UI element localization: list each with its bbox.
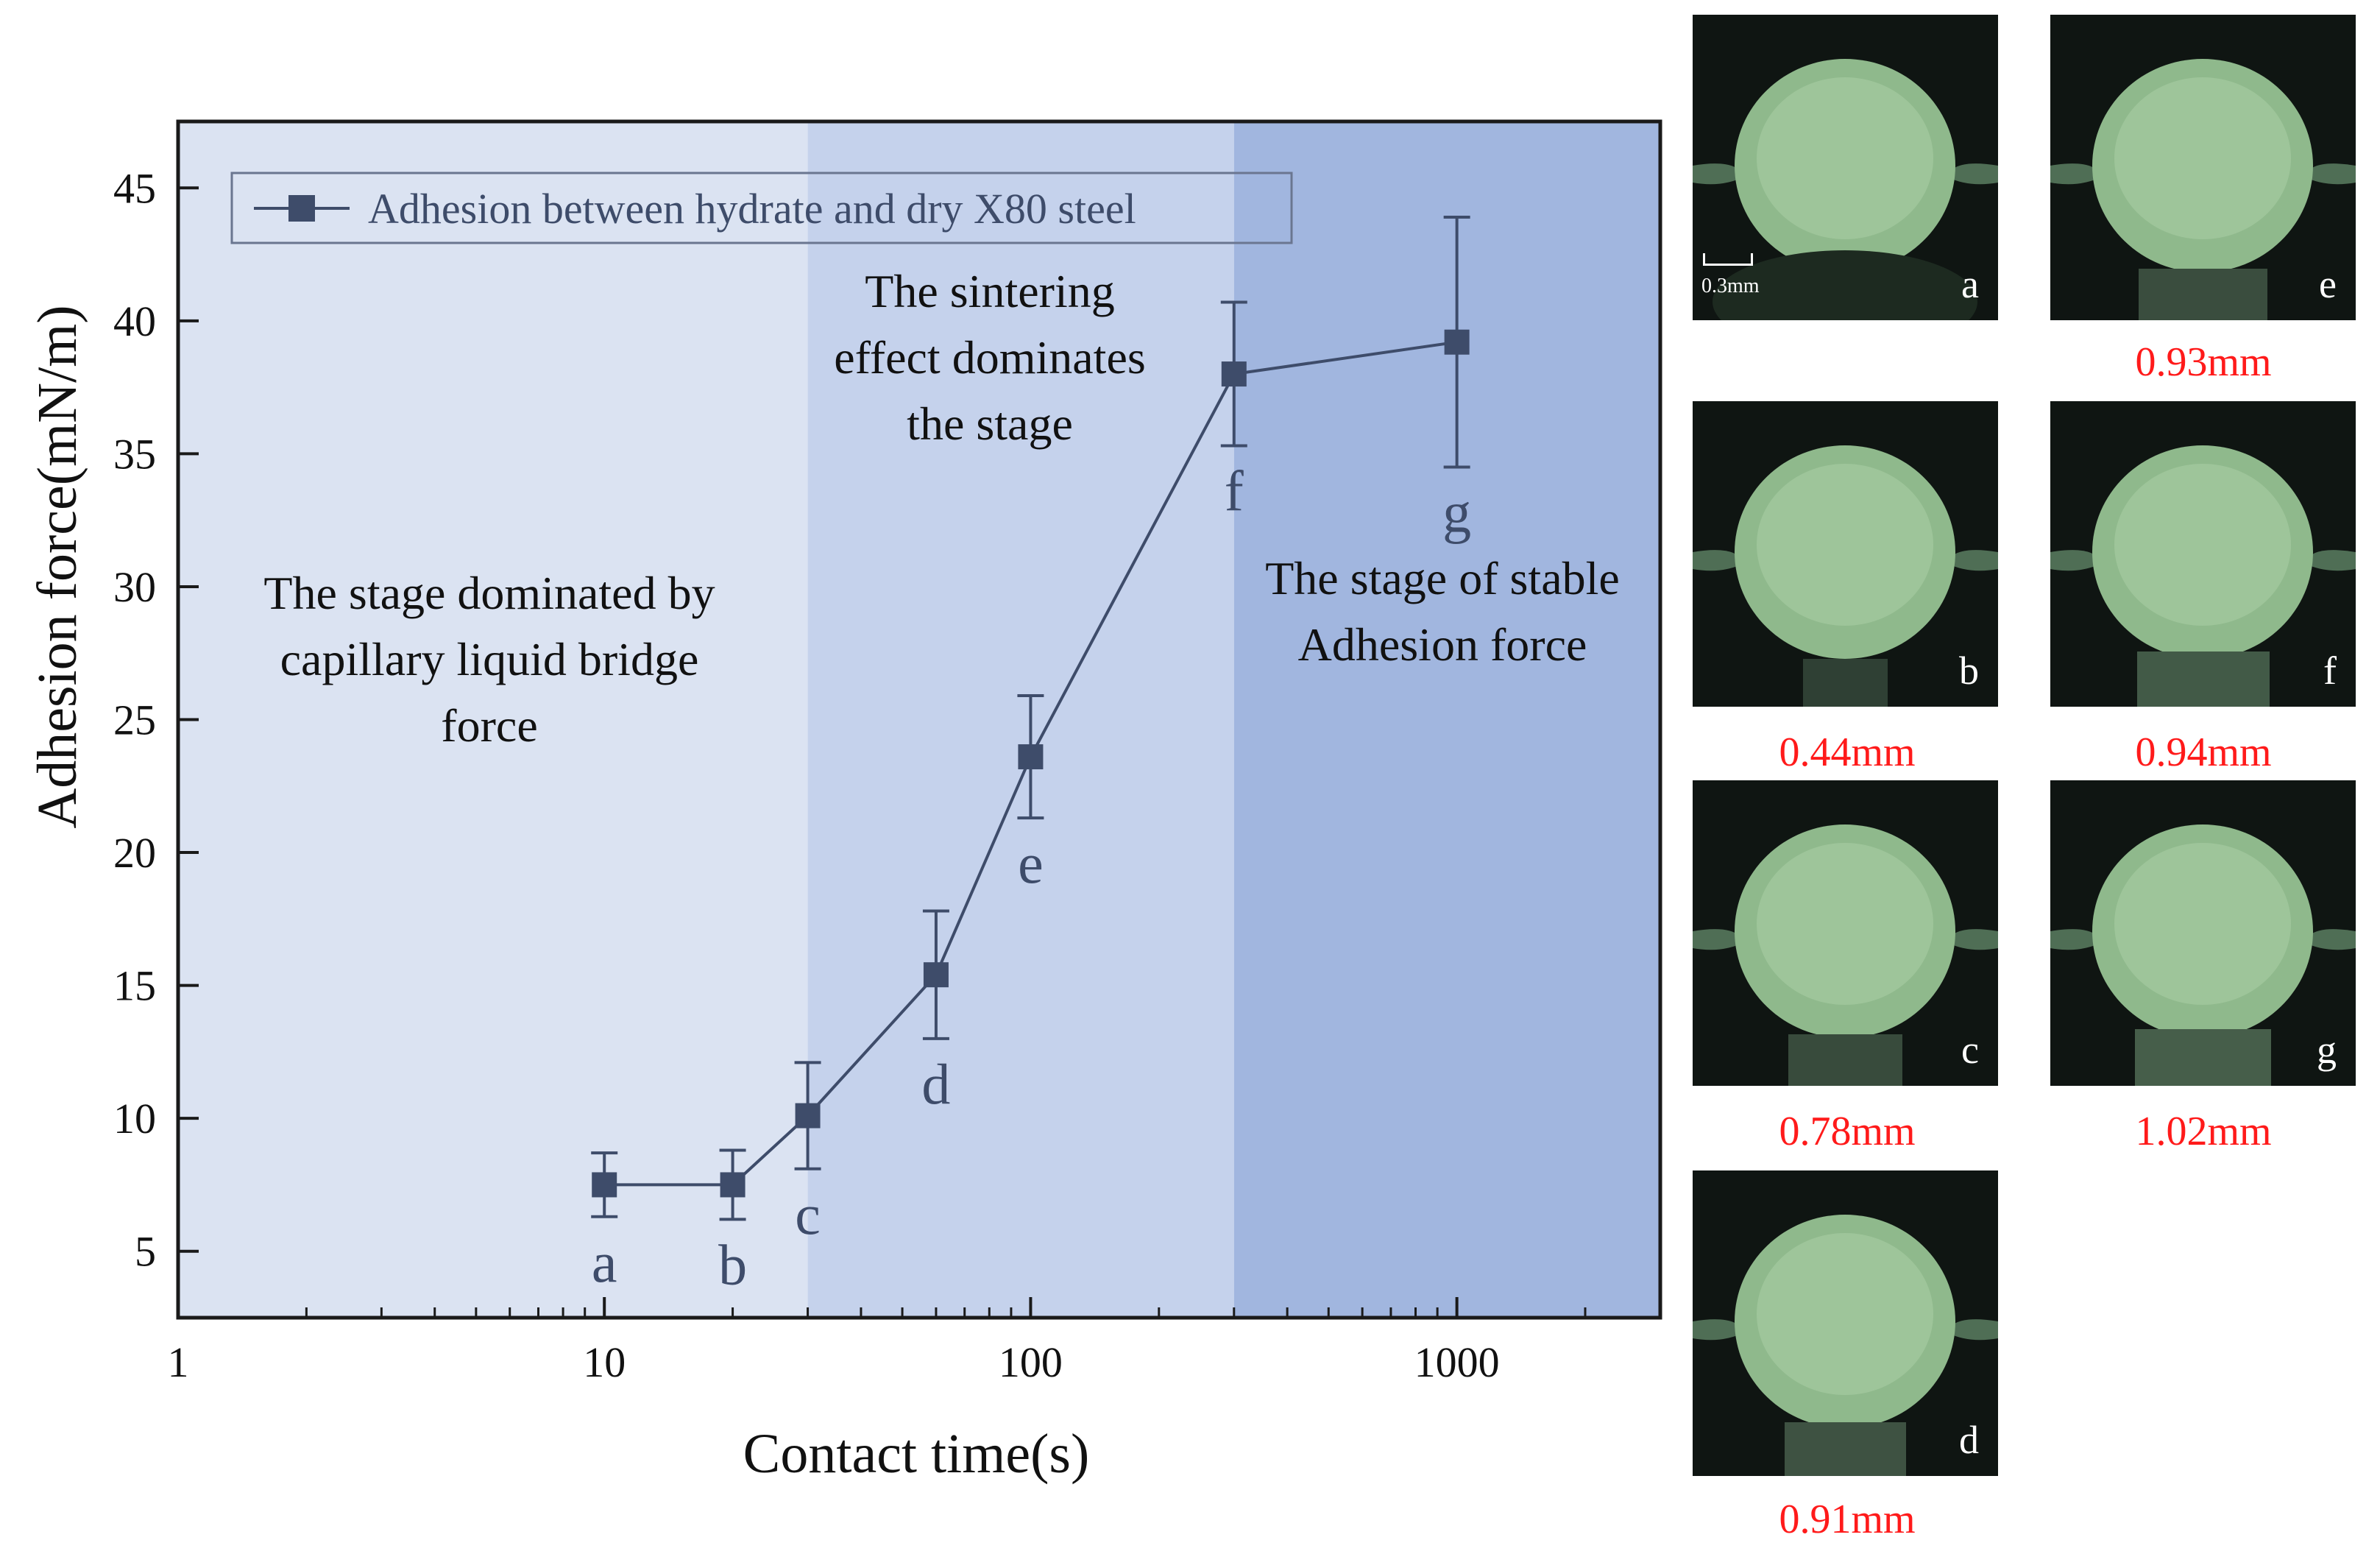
measurement-f: 0.94mm: [2135, 730, 2272, 775]
measurement-g: 1.02mm: [2135, 1109, 2272, 1154]
measurement-d: 0.91mm: [1779, 1497, 1916, 1542]
hydrate-particle-image: [1693, 59, 1998, 320]
data-point: [592, 1172, 617, 1198]
point-label: a: [592, 1230, 617, 1294]
data-point: [1221, 361, 1247, 387]
data-point: [720, 1172, 745, 1198]
measurement-b: 0.44mm: [1779, 730, 1916, 775]
photo-letter: e: [2319, 262, 2337, 306]
photo-d: d: [1693, 1170, 1998, 1476]
legend: Adhesion between hydrate and dry X80 ste…: [230, 172, 1293, 244]
scale-bar: [1703, 253, 1753, 266]
stage-label-line: capillary liquid bridge: [280, 633, 699, 685]
stage-label-line: Adhesion force: [1298, 618, 1587, 671]
hydrate-particle-image: [1693, 1215, 1998, 1476]
hydrate-particle-image: [2050, 824, 2356, 1086]
photo-a: 0.3mm a: [1693, 15, 1998, 320]
legend-box: [230, 172, 1293, 244]
photo-letter: a: [1961, 262, 1979, 306]
data-point: [795, 1103, 821, 1129]
stage-region: [1233, 121, 1660, 1318]
measurement-e: 0.93mm: [2135, 339, 2272, 385]
photo-e: e: [2050, 15, 2356, 320]
stage-region: [807, 121, 1234, 1318]
x-tick-label: 1000: [1414, 1338, 1500, 1386]
stage-label-line: The stage of stable: [1265, 552, 1620, 604]
stage-regions: [178, 121, 1660, 1318]
point-label: g: [1442, 480, 1471, 544]
photo-letter: f: [2323, 649, 2337, 693]
data-point: [1444, 329, 1470, 355]
x-axis-title: Contact time(s): [743, 1423, 1090, 1485]
photo-c: c: [1693, 780, 1998, 1086]
point-label: b: [718, 1232, 747, 1296]
y-tick-label: 15: [113, 962, 156, 1010]
photo-b: b: [1693, 401, 1998, 707]
hydrate-particle-image: [1693, 824, 1998, 1086]
photo-letter: c: [1961, 1028, 1979, 1072]
measurement-c: 0.78mm: [1779, 1109, 1916, 1154]
y-tick-label: 5: [135, 1228, 156, 1276]
stage-region: [178, 121, 808, 1318]
x-tick-label: 1: [168, 1338, 189, 1386]
series-line: a bc d e f g: [591, 216, 1471, 1296]
point-label: f: [1225, 459, 1244, 523]
hydrate-particle-image: [2050, 445, 2356, 707]
y-tick-label: 25: [113, 696, 156, 744]
photo-f: f: [2050, 401, 2356, 707]
hydrate-particle-image: [1693, 445, 1998, 707]
adhesion-chart: 5 10 15 20 25 30 35 40 45 1 10 100 1000 The stage do…: [26, 119, 1662, 1485]
y-tick-label: 20: [113, 829, 156, 877]
data-point: [1018, 744, 1044, 770]
axis-ticks: 5 10 15 20 25 30 35 40 45 1 10 100 1000: [113, 164, 1662, 1386]
legend-marker: [288, 195, 315, 222]
stage-label-line: the stage: [907, 398, 1073, 450]
photo-g: g: [2050, 780, 2356, 1086]
hydrate-particle-image: [2050, 59, 2356, 320]
stage-labels: The stage dominated by capillary liquid b…: [263, 265, 1619, 752]
y-tick-label: 10: [113, 1095, 156, 1143]
x-tick-label: 100: [999, 1338, 1063, 1386]
y-tick-label: 45: [113, 164, 156, 212]
point-label: e: [1018, 831, 1044, 895]
stage-label-line: effect dominates: [834, 331, 1146, 384]
photo-letter: d: [1959, 1418, 1979, 1462]
y-tick-label: 30: [113, 563, 156, 611]
x-tick-label: 10: [583, 1338, 626, 1386]
data-point: [923, 962, 949, 988]
y-tick-label: 35: [113, 430, 156, 478]
photo-letter: b: [1959, 649, 1979, 693]
photo-letter: g: [2317, 1028, 2337, 1072]
stage-label-line: The stage dominated by: [263, 567, 715, 619]
stage-label-line: The sintering: [865, 265, 1114, 317]
legend-label: Adhesion between hydrate and dry X80 ste…: [368, 185, 1136, 233]
stage-label-line: force: [441, 699, 537, 752]
y-axis-title: Adhesion force(mN/m): [26, 305, 88, 828]
y-tick-label: 40: [113, 297, 156, 345]
point-label: d: [921, 1052, 950, 1116]
point-label: c: [795, 1182, 821, 1246]
scale-label: 0.3mm: [1701, 275, 1760, 297]
